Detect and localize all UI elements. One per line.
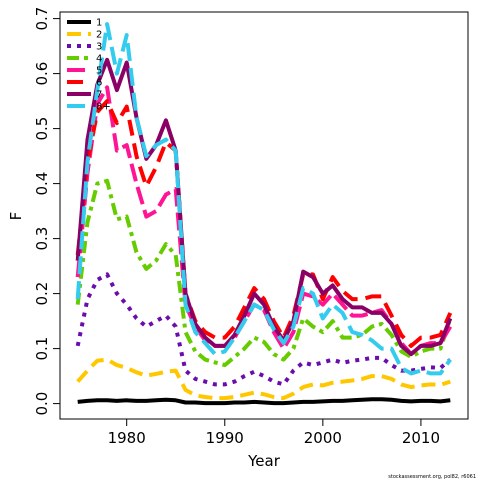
x-tick-label: 2000 [304, 429, 342, 447]
x-tick-label: 1990 [206, 429, 244, 447]
legend-label-6: 6 [96, 78, 102, 89]
y-axis-title: F [7, 212, 25, 221]
series-line-1 [77, 397, 451, 406]
series-lines [75, 22, 453, 406]
legend-label-5: 5 [96, 66, 102, 77]
y-tick-label: 0.4 [33, 172, 51, 196]
legend-label-1: 1 [96, 18, 102, 29]
y-tick-label: 0.5 [33, 117, 51, 141]
y-tick-label: 0.1 [33, 337, 51, 361]
footnote: stockassessment.org, pol82, r6061 [388, 474, 476, 480]
y-tick-label: 0.0 [33, 392, 51, 416]
legend-label-4: 4 [96, 54, 102, 65]
legend-label-7: 7 [96, 90, 102, 101]
x-tick-label: 2010 [402, 429, 440, 447]
series-line-5 [75, 85, 453, 357]
y-tick-label: 0.6 [33, 62, 51, 86]
y-axis: 0.0 0.1 0.2 0.3 0.4 0.5 0.6 0.7 [33, 7, 61, 416]
x-axis: 1980 1990 2000 2010 [108, 418, 440, 447]
x-axis-title: Year [247, 452, 281, 470]
series-line-2 [76, 357, 451, 401]
x-tick-label: 1980 [108, 429, 146, 447]
legend-label-2: 2 [96, 30, 102, 41]
legend-label-8: 8+ [96, 102, 111, 113]
y-tick-label: 0.3 [33, 227, 51, 251]
y-tick-label: 0.2 [33, 282, 51, 306]
series-line-8 [75, 22, 452, 376]
series-line-6 [75, 99, 453, 348]
legend-label-3: 3 [96, 42, 102, 53]
series-line-4 [75, 178, 453, 368]
y-tick-label: 0.7 [33, 7, 51, 31]
